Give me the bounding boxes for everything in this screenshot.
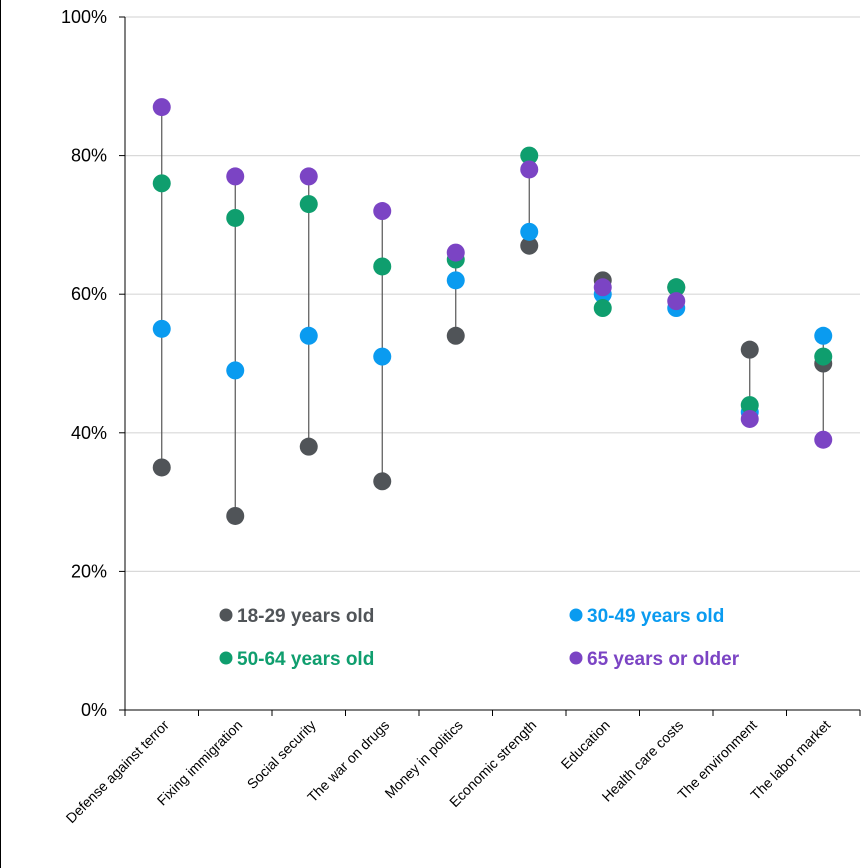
point-18-29-years-old (446, 326, 465, 345)
point-18-29-years-old (373, 472, 392, 491)
x-tick-label: The labor market (747, 717, 833, 803)
axes (119, 16, 861, 716)
data-points (152, 98, 833, 525)
x-tick-label: Health care costs (599, 717, 687, 805)
x-tick-label: Money in politics (381, 717, 465, 801)
point-50-64-years-old (740, 396, 759, 415)
point-50-64-years-old (667, 278, 686, 297)
x-tick-label: Social security (244, 717, 319, 792)
point-50-64-years-old (593, 299, 612, 318)
legend-label: 18-29 years old (237, 606, 374, 627)
point-18-29-years-old (152, 458, 171, 477)
point-30-49-years-old (520, 222, 539, 241)
y-tick-label: 100% (61, 7, 107, 27)
point-50-64-years-old (373, 257, 392, 276)
gridlines (125, 16, 860, 573)
legend-label: 30-49 years old (587, 606, 724, 627)
point-30-49-years-old (373, 347, 392, 366)
x-tick-label: Education (558, 717, 613, 772)
y-tick-label: 60% (71, 284, 107, 304)
y-tick-label: 40% (71, 423, 107, 443)
x-tick-label: The environment (674, 717, 760, 803)
point-50-64-years-old (226, 208, 245, 227)
point-50-64-years-old (520, 146, 539, 165)
point-50-64-years-old (814, 347, 833, 366)
point-18-29-years-old (226, 506, 245, 525)
legend: 18-29 years old 30-49 years old 50-64 year… (219, 606, 740, 670)
x-tick-label: The war on drugs (304, 717, 392, 805)
point-18-29-years-old (740, 340, 759, 359)
point-30-49-years-old (226, 361, 245, 380)
range-lines (161, 107, 824, 516)
legend-label: 65 years or older (587, 649, 740, 670)
point-18-29-years-old (520, 236, 539, 255)
x-tick-label: Defense against terror (63, 717, 172, 826)
point-18-29-years-old (299, 437, 318, 456)
point-65-years-or-older (373, 202, 392, 221)
legend-marker (219, 608, 233, 622)
legend-label: 50-64 years old (237, 649, 374, 670)
y-tick-label: 20% (71, 561, 107, 581)
y-tick-labels: 0% 20% 40% 60% 80% 100% (61, 7, 107, 720)
point-30-49-years-old (299, 326, 318, 345)
point-30-49-years-old (446, 271, 465, 290)
point-65-years-or-older (226, 167, 245, 186)
point-30-49-years-old (152, 319, 171, 338)
point-30-49-years-old (814, 326, 833, 345)
legend-marker (569, 608, 583, 622)
point-50-64-years-old (152, 174, 171, 193)
point-65-years-or-older (740, 409, 759, 428)
point-65-years-or-older (814, 430, 833, 449)
point-50-64-years-old (299, 195, 318, 214)
point-65-years-or-older (152, 98, 171, 117)
point-65-years-or-older (446, 243, 465, 262)
point-65-years-or-older (520, 160, 539, 179)
y-tick-label: 80% (71, 146, 107, 166)
point-65-years-or-older (667, 292, 686, 311)
legend-marker (219, 651, 233, 665)
y-tick-label: 0% (81, 700, 107, 720)
point-65-years-or-older (593, 278, 612, 297)
legend-marker (569, 651, 583, 665)
point-65-years-or-older (299, 167, 318, 186)
